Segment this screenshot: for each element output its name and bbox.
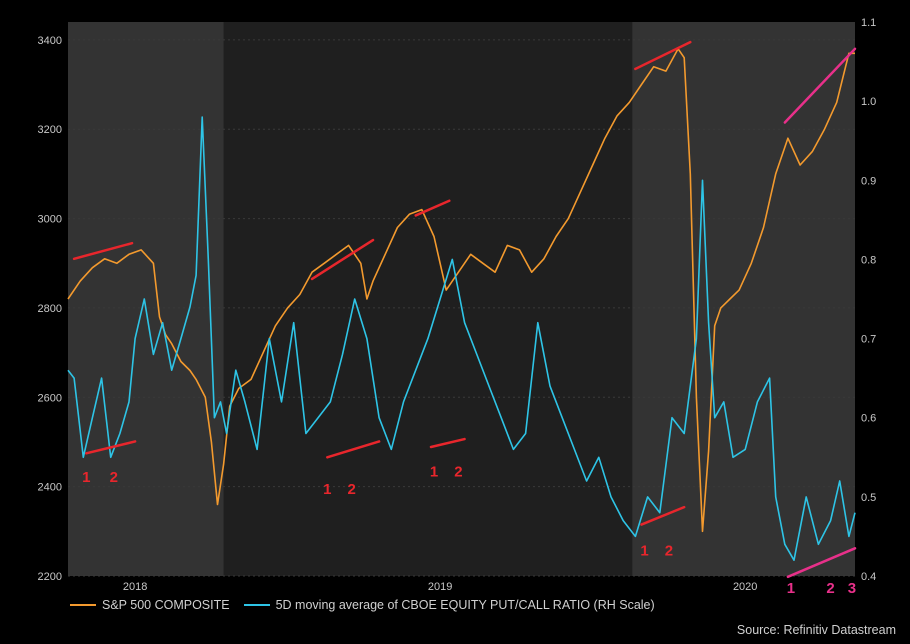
left-tick-label-1: 2400 [38,482,62,494]
left-tick-label-6: 3400 [38,35,62,47]
annotation-label-6: 1 [640,543,648,560]
annotation-label-1: 2 [110,469,118,486]
legend: S&P 500 COMPOSITE 5D moving average of C… [70,598,669,612]
left-tick-label-2: 2600 [38,392,62,404]
x-tick-label-0: 2018 [123,581,147,593]
trend-line-1 [310,238,375,281]
x-tick-label-2: 2020 [733,581,757,593]
right-tick-label-2: 0.6 [861,413,876,425]
left-tick-label-5: 3200 [38,124,62,136]
left-tick-label-0: 2200 [38,571,62,583]
annotation-label-7: 2 [665,543,673,560]
right-tick-label-3: 0.7 [861,334,876,346]
trend-line-6 [326,440,381,459]
trend-line-8 [640,505,686,526]
annotation-label-4: 1 [430,464,438,481]
right-tick-label-5: 0.9 [861,175,876,187]
trend-line-9 [786,547,857,579]
legend-swatch-sp500 [70,604,96,606]
right-tick-label-4: 0.8 [861,254,876,266]
legend-item-putcall: 5D moving average of CBOE EQUITY PUT/CAL… [243,598,655,612]
trend-line-0 [72,241,134,261]
annotation-label-10: 3 [848,580,856,597]
annotation-label-9: 2 [826,580,834,597]
trend-line-7 [429,437,466,449]
annotation-label-0: 1 [82,469,90,486]
series-line-1 [67,116,856,561]
trend-line-4 [783,47,857,124]
legend-item-sp500: S&P 500 COMPOSITE [70,598,230,612]
source-note: Source: Refinitiv Datastream [736,623,896,637]
shaded-period-1 [632,22,855,576]
series-line-0 [67,48,855,533]
shaded-period-0 [68,22,224,576]
trend-line-3 [634,40,692,71]
annotation-label-5: 2 [454,464,462,481]
trend-line-5 [85,440,137,455]
right-tick-label-1: 0.5 [861,492,876,504]
right-tick-label-6: 1.0 [861,96,876,108]
annotation-label-2: 1 [323,481,331,498]
left-tick-label-3: 2800 [38,303,62,315]
right-tick-label-0: 0.4 [861,571,876,583]
legend-label-sp500: S&P 500 COMPOSITE [102,598,230,612]
legend-swatch-putcall [243,604,270,606]
right-tick-label-7: 1.1 [861,17,876,29]
trend-line-2 [414,199,451,217]
left-tick-label-4: 3000 [38,214,62,226]
annotation-label-8: 1 [787,580,795,597]
x-tick-label-1: 2019 [428,581,452,593]
annotation-label-3: 2 [348,481,356,498]
legend-label-putcall: 5D moving average of CBOE EQUITY PUT/CAL… [275,598,655,612]
